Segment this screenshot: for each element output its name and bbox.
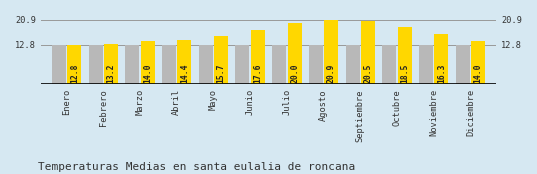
Text: 16.3: 16.3 xyxy=(437,64,446,83)
Text: 12.8: 12.8 xyxy=(70,64,79,83)
Text: 20.9: 20.9 xyxy=(327,64,336,83)
Text: 20.5: 20.5 xyxy=(364,64,373,83)
Text: 15.7: 15.7 xyxy=(216,64,226,83)
Bar xyxy=(382,45,396,84)
Bar xyxy=(214,36,228,84)
Text: 13.2: 13.2 xyxy=(106,64,115,83)
Text: 18.5: 18.5 xyxy=(400,64,409,83)
Bar xyxy=(434,34,448,84)
Text: 14.4: 14.4 xyxy=(180,64,189,83)
Bar xyxy=(324,20,338,84)
Bar xyxy=(398,27,412,84)
Bar xyxy=(125,45,139,84)
Bar xyxy=(346,45,360,84)
Bar xyxy=(361,21,375,84)
Text: 20.0: 20.0 xyxy=(290,64,299,83)
Bar xyxy=(309,45,323,84)
Bar xyxy=(89,45,103,84)
Bar xyxy=(235,45,249,84)
Bar xyxy=(251,30,265,84)
Bar xyxy=(272,45,286,84)
Bar xyxy=(199,45,213,84)
Bar xyxy=(288,23,302,84)
Text: 14.0: 14.0 xyxy=(143,64,152,83)
Bar xyxy=(419,45,433,84)
Bar xyxy=(471,41,485,84)
Text: 17.6: 17.6 xyxy=(253,64,263,83)
Bar xyxy=(67,45,81,84)
Bar xyxy=(104,44,118,84)
Bar xyxy=(52,45,66,84)
Text: Temperaturas Medias en santa eulalia de roncana: Temperaturas Medias en santa eulalia de … xyxy=(38,162,355,172)
Bar xyxy=(456,45,470,84)
Bar xyxy=(141,41,155,84)
Bar xyxy=(162,45,176,84)
Bar xyxy=(177,40,191,84)
Text: 14.0: 14.0 xyxy=(474,64,483,83)
